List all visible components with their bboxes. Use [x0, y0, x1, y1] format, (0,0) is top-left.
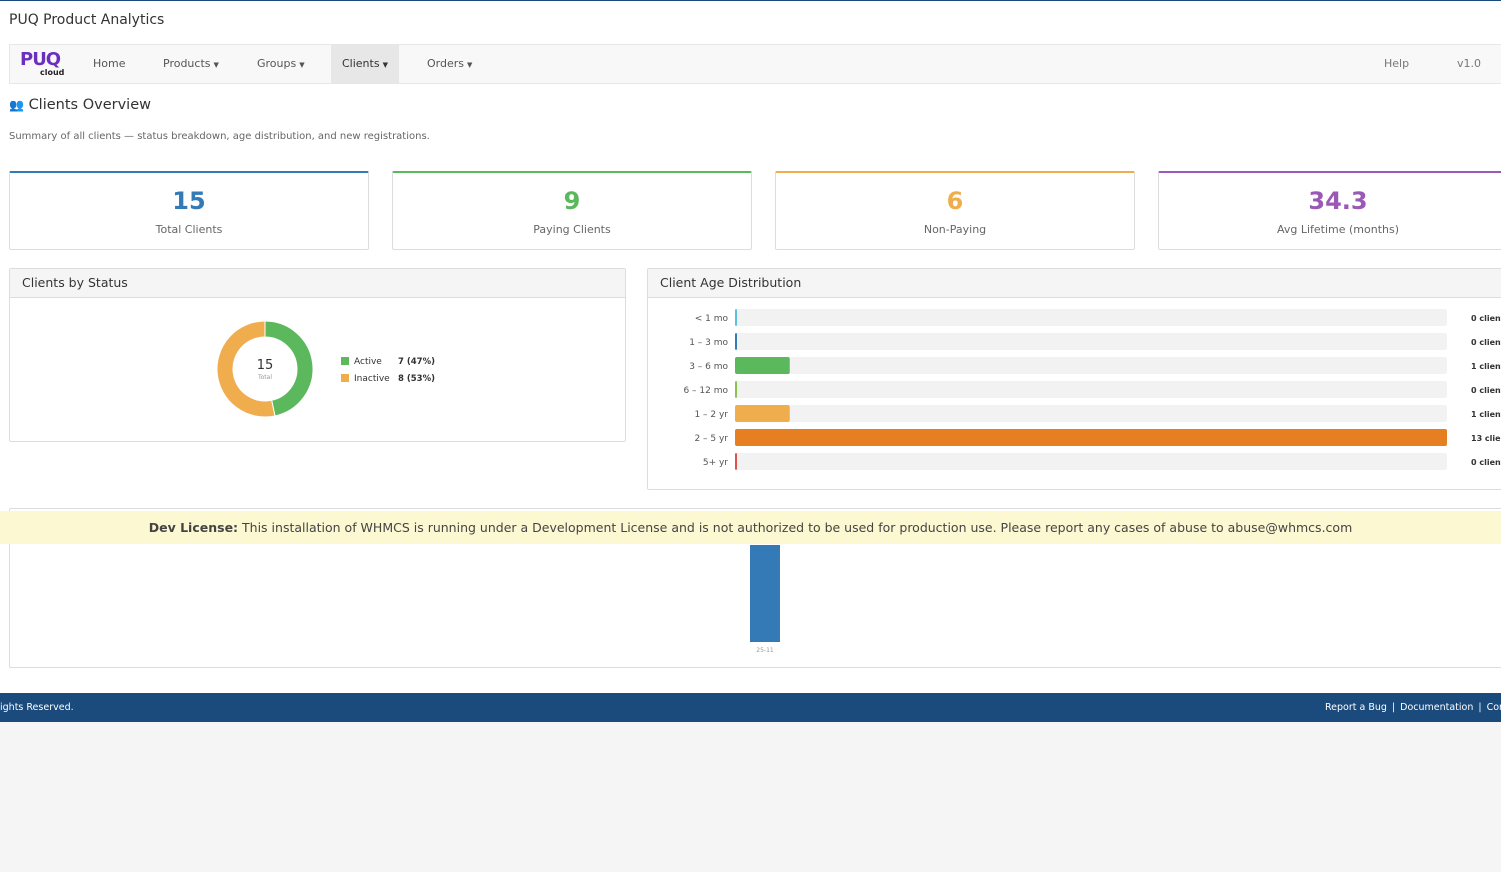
bar-label: 6 – 12 mo [683, 386, 728, 396]
footer-links: Report a Bug | Documentation | Contac [1325, 693, 1501, 722]
caret: ▼ [213, 61, 219, 69]
bar-label: 5+ yr [703, 458, 728, 468]
bar-label: < 1 mo [695, 314, 729, 324]
bar-value-label: 13 client [1471, 434, 1501, 443]
app-title: PUQ Product Analytics [9, 12, 165, 28]
donut-slice [264, 320, 314, 417]
stat-value: 34.3 [1308, 187, 1368, 215]
page-title-text: Clients Overview [28, 97, 151, 113]
bar [735, 453, 737, 470]
separator: | [1391, 702, 1396, 713]
legend-swatch [341, 357, 349, 365]
panel-heading: Client Age Distribution [648, 269, 1501, 298]
stat-value: 6 [946, 187, 964, 215]
separator: | [1478, 702, 1482, 713]
navbar: PUQ cloud Home Products ▼ Groups ▼ Clients ▼ Or… [9, 44, 1501, 84]
bar-value-label: 1 client [1471, 410, 1501, 419]
stat-value: 9 [563, 187, 581, 215]
footer-left: ights Reserved. [0, 702, 74, 713]
dev-license-banner: Dev License: This installation of WHMCS … [0, 511, 1501, 544]
status-panel: Clients by Status Active 7 (47%) Inactive 8… [9, 268, 626, 442]
bar-value-label: 0 client [1471, 386, 1501, 395]
bar-label: 2 – 5 yr [694, 434, 728, 444]
donut-center-value: 15 [257, 358, 274, 373]
bar-track [735, 309, 1447, 326]
x-tick-label: 25-11 [756, 647, 774, 654]
bar [735, 381, 737, 398]
page-subtitle: Summary of all clients — status breakdow… [9, 131, 430, 142]
legend-label: Active [354, 357, 382, 367]
bar-track [735, 453, 1447, 470]
nav-item[interactable]: Clients ▼ [331, 45, 399, 83]
bar [735, 429, 1447, 446]
logo-sub: cloud [40, 68, 65, 77]
nav-item[interactable]: Groups ▼ [246, 45, 316, 83]
footer-link[interactable]: Documentation [1400, 702, 1474, 713]
nav-label: Groups [257, 57, 297, 70]
bar [735, 405, 790, 422]
nav-label: Home [93, 57, 126, 70]
nav-item[interactable]: v1.0 [1457, 57, 1482, 70]
page-title: 👥 Clients Overview [9, 97, 151, 113]
nav-item[interactable]: Home [82, 45, 136, 83]
banner-text: This installation of WHMCS is running un… [242, 520, 1353, 535]
panel-heading: Clients by Status [10, 269, 625, 298]
stat-value: 15 [172, 187, 206, 215]
legend-value: 8 (53%) [398, 374, 435, 384]
stat-label: Non-Paying [923, 223, 987, 236]
bar-value-label: 1 client [1471, 362, 1501, 371]
bar-label: 3 – 6 mo [689, 362, 728, 372]
stat-card: 15 Total Clients [9, 171, 369, 250]
stat-label: Avg Lifetime (months) [1276, 223, 1400, 236]
banner-label: Dev License: [148, 520, 239, 535]
bar [750, 545, 780, 642]
bar [735, 333, 737, 350]
donut-slice [216, 320, 276, 418]
nav-item[interactable]: Help [1384, 57, 1410, 70]
bar-value-label: 0 client [1471, 338, 1501, 347]
age-chart: < 1 mo 0 client 1 – 3 mo 0 client 3 – 6 mo 1 … [683, 309, 1501, 470]
nav-item[interactable]: Orders ▼ [416, 45, 483, 83]
bar [735, 357, 790, 374]
bar-track [735, 381, 1447, 398]
bar-label: 1 – 2 yr [694, 410, 728, 420]
stat-card: 9 Paying Clients [392, 171, 752, 250]
bar-track [735, 405, 1447, 422]
bar [735, 309, 737, 326]
caret: ▼ [299, 61, 305, 69]
bar-label: 1 – 3 mo [689, 338, 728, 348]
age-panel: Client Age Distribution < 1 mo 0 client 1 … [647, 268, 1501, 490]
nav-label: Products [163, 57, 211, 70]
legend-value: 7 (47%) [398, 357, 435, 367]
stat-label: Paying Clients [533, 223, 611, 236]
footer-link[interactable]: Report a Bug [1325, 702, 1387, 713]
donut-center-label: Total [257, 374, 272, 381]
stat-card: 34.3 Avg Lifetime (months) [1158, 171, 1501, 250]
bar-track [735, 333, 1447, 350]
legend-label: Inactive [354, 374, 390, 384]
footer-link[interactable]: Contac [1486, 702, 1501, 713]
logo-text: PUQ [20, 49, 61, 70]
stat-label: Total Clients [155, 223, 223, 236]
legend-swatch [341, 374, 349, 382]
registrations-chart: 25-11 [750, 545, 780, 654]
logo[interactable]: PUQ cloud [20, 49, 72, 79]
caret: ▼ [467, 61, 473, 69]
bar-track [735, 357, 1447, 374]
bar-value-label: 0 client [1471, 458, 1501, 467]
bar-value-label: 0 client [1471, 314, 1501, 323]
footer: ights Reserved. Report a Bug | Documentati… [0, 693, 1501, 722]
nav-label: Orders [427, 57, 464, 70]
nav-item[interactable]: Products ▼ [152, 45, 230, 83]
stat-card: 6 Non-Paying [775, 171, 1135, 250]
nav-label: Clients [342, 57, 380, 70]
caret: ▼ [382, 61, 388, 69]
icon: 👥 [9, 98, 24, 112]
